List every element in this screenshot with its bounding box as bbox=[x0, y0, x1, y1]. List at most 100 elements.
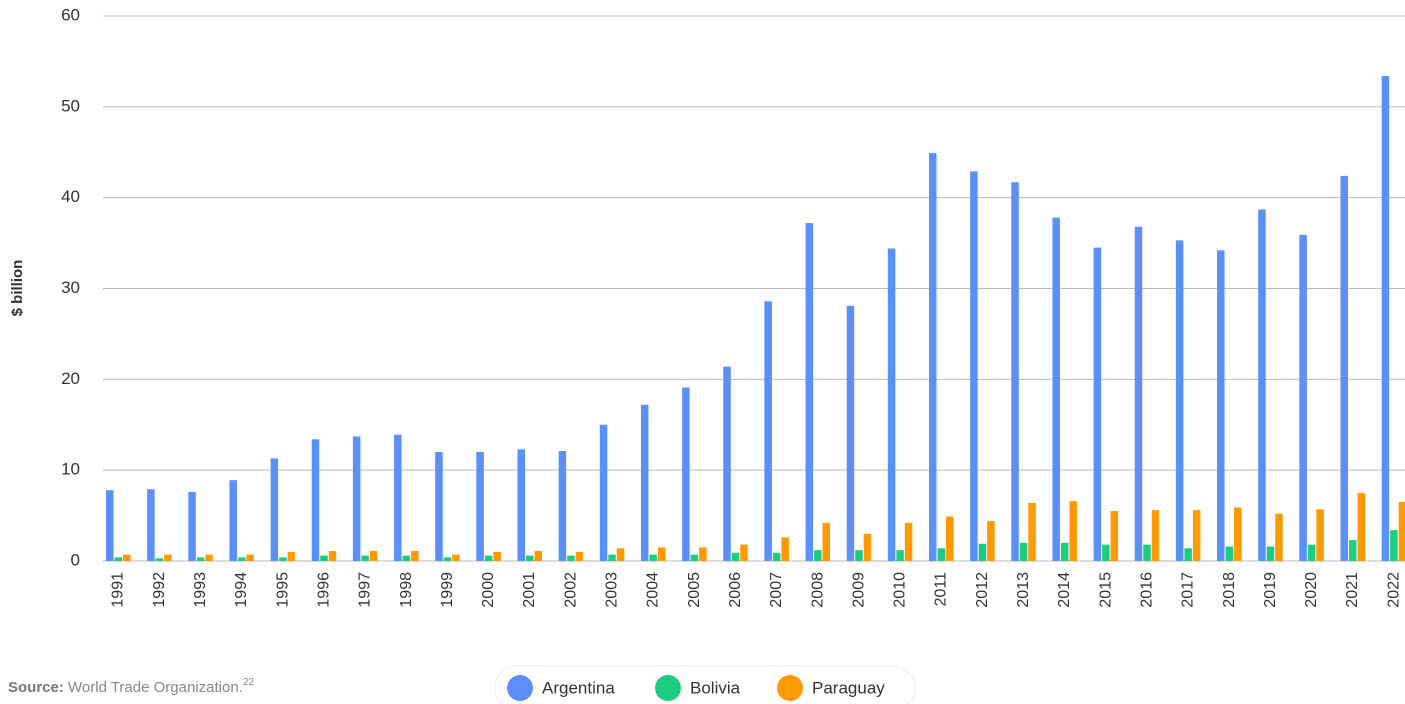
bar bbox=[599, 424, 608, 561]
bar bbox=[616, 548, 625, 561]
bar bbox=[863, 533, 872, 561]
bar bbox=[640, 404, 649, 561]
bar bbox=[814, 550, 822, 561]
bar bbox=[1258, 209, 1266, 561]
bar bbox=[1192, 510, 1201, 561]
bar bbox=[1110, 511, 1119, 561]
bar bbox=[237, 557, 246, 561]
y-tick-label: 40 bbox=[61, 187, 80, 206]
legend-label: Paraguay bbox=[812, 678, 885, 697]
x-tick-label: 2004 bbox=[645, 572, 662, 608]
bar bbox=[764, 301, 772, 561]
y-tick-label: 50 bbox=[61, 96, 80, 115]
bar bbox=[452, 554, 460, 561]
legend-swatch bbox=[777, 675, 803, 701]
x-tick-label: 2005 bbox=[686, 572, 703, 608]
x-tick-label: 1993 bbox=[192, 572, 209, 608]
bar bbox=[402, 555, 411, 561]
bar bbox=[1184, 548, 1192, 561]
bar bbox=[846, 305, 855, 561]
x-tick-label: 2012 bbox=[974, 572, 991, 608]
bar bbox=[822, 522, 831, 561]
x-tick-label: 1992 bbox=[151, 572, 168, 608]
bar bbox=[682, 387, 690, 561]
legend-swatch bbox=[655, 675, 681, 701]
bar bbox=[1275, 513, 1283, 561]
bar bbox=[1357, 492, 1365, 561]
bar bbox=[320, 555, 328, 561]
bar bbox=[411, 551, 419, 561]
bar bbox=[484, 555, 493, 561]
x-tick-label: 2013 bbox=[1015, 572, 1032, 608]
bar bbox=[106, 490, 114, 561]
bar bbox=[896, 550, 904, 561]
bar bbox=[1069, 501, 1077, 561]
bar bbox=[946, 516, 954, 561]
bar bbox=[575, 551, 584, 561]
bar bbox=[1299, 234, 1307, 562]
x-tick-label: 2000 bbox=[480, 572, 497, 608]
bar bbox=[1093, 247, 1102, 561]
bar bbox=[517, 449, 525, 561]
bar bbox=[1102, 544, 1110, 561]
x-tick-label: 1999 bbox=[439, 572, 456, 608]
x-tick-label: 2021 bbox=[1344, 572, 1361, 608]
bar bbox=[608, 554, 616, 561]
bar bbox=[287, 551, 296, 561]
legend-box bbox=[494, 665, 916, 704]
x-tick-label: 2003 bbox=[604, 572, 621, 608]
legend-swatch bbox=[507, 675, 533, 701]
x-tick-label: 2007 bbox=[768, 572, 785, 608]
bar bbox=[147, 489, 155, 561]
x-tick-label: 2016 bbox=[1138, 572, 1155, 608]
bar bbox=[1266, 546, 1275, 561]
bar bbox=[1134, 226, 1143, 561]
bar bbox=[435, 452, 443, 561]
bar bbox=[1052, 217, 1060, 561]
bar bbox=[781, 537, 789, 561]
x-tick-label: 2001 bbox=[521, 572, 538, 608]
bar bbox=[1217, 250, 1225, 561]
x-tick-label: 2017 bbox=[1180, 572, 1197, 608]
x-tick-label: 2014 bbox=[1056, 572, 1073, 608]
bar bbox=[805, 223, 814, 561]
bar bbox=[123, 554, 131, 561]
source-text: World Trade Organization. bbox=[68, 679, 243, 696]
source-label: Source: bbox=[8, 679, 64, 696]
bar bbox=[1060, 542, 1069, 561]
bar bbox=[1011, 182, 1019, 561]
bar bbox=[1019, 542, 1028, 561]
x-tick-label: 2006 bbox=[727, 572, 744, 608]
x-tick-label: 1991 bbox=[110, 572, 127, 608]
y-tick-label: 30 bbox=[61, 278, 80, 297]
bar bbox=[164, 554, 172, 561]
bar bbox=[369, 551, 378, 561]
bar bbox=[740, 544, 748, 561]
bar bbox=[558, 451, 567, 561]
bar bbox=[328, 551, 337, 561]
bar bbox=[937, 548, 945, 561]
bar bbox=[205, 554, 213, 561]
legend-label: Argentina bbox=[542, 678, 615, 697]
bar bbox=[279, 557, 287, 561]
bar bbox=[723, 366, 731, 561]
bar bbox=[352, 436, 361, 561]
x-tick-label: 1995 bbox=[274, 572, 291, 608]
bar bbox=[978, 543, 987, 561]
source: Source: World Trade Organization.22 bbox=[8, 677, 254, 696]
bar bbox=[1381, 75, 1390, 561]
x-tick-label: 2011 bbox=[933, 572, 950, 607]
x-tick-label: 2019 bbox=[1262, 572, 1279, 608]
bar bbox=[188, 491, 196, 561]
y-axis-label: $ billion bbox=[9, 260, 26, 317]
bar bbox=[1175, 240, 1184, 561]
bar bbox=[476, 452, 484, 561]
bar bbox=[1398, 501, 1405, 561]
bar bbox=[904, 522, 913, 561]
bar bbox=[493, 551, 501, 561]
x-tick-label: 1994 bbox=[233, 572, 250, 608]
bar bbox=[690, 554, 699, 561]
bar bbox=[887, 248, 896, 562]
bar bbox=[155, 558, 164, 561]
